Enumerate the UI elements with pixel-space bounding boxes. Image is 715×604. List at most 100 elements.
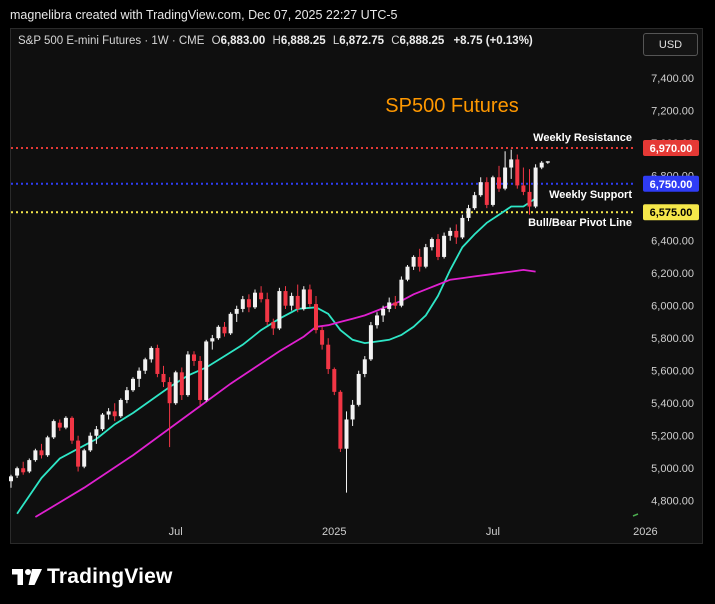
x-tick-label: 2026 [633, 526, 657, 538]
candle-body [368, 325, 373, 360]
candle [289, 292, 294, 311]
candle-body [118, 399, 123, 417]
close-label: C [391, 35, 400, 47]
candle [545, 161, 550, 164]
candle-body [259, 292, 264, 300]
candle [234, 305, 239, 322]
candle [161, 365, 166, 387]
candle [417, 248, 422, 272]
candle-body [478, 182, 483, 196]
candle [149, 346, 154, 363]
candle [106, 408, 111, 420]
candle-body [192, 354, 196, 361]
candle [442, 232, 447, 259]
candle [478, 177, 483, 197]
candle [350, 399, 355, 426]
candle [70, 416, 74, 444]
candle-body [454, 230, 459, 238]
candle [118, 398, 123, 418]
fast-moving-average-line [16, 197, 537, 515]
candle-body [545, 161, 550, 163]
candle-body [9, 476, 13, 482]
candle-body [307, 289, 312, 305]
candle-body [338, 391, 343, 449]
candle-body [228, 313, 233, 334]
candle-body [356, 373, 361, 405]
candle [503, 151, 508, 191]
candle [198, 356, 203, 405]
candle-body [448, 230, 453, 236]
candle [527, 169, 532, 215]
candle-body [21, 468, 26, 473]
candle [356, 370, 361, 407]
candle [533, 164, 538, 209]
candle-body [234, 308, 239, 314]
candle-body [497, 177, 501, 189]
candle-body [33, 450, 38, 461]
candle-body [320, 330, 325, 345]
x-tick-label: 2025 [322, 526, 346, 538]
candle [283, 286, 288, 309]
candle-body [277, 291, 282, 329]
candle [63, 416, 68, 430]
candle [204, 339, 209, 402]
candle [9, 474, 13, 488]
candle [240, 295, 245, 313]
candle [259, 286, 264, 303]
labels-layer: Weekly Resistance Weekly Support Bull/Bear… [385, 95, 632, 229]
candle-body [76, 440, 81, 467]
level-name-2: Bull/Bear Pivot Line [528, 217, 632, 229]
candle [307, 284, 312, 308]
candle [393, 295, 398, 309]
close-value: 6,888.25 [399, 35, 445, 47]
candle [521, 167, 526, 196]
y-tick-label: 7,200.00 [651, 106, 694, 118]
x-axis: Jul 2025 Jul 2026 [169, 513, 658, 538]
candle [472, 191, 477, 210]
candle [277, 287, 282, 331]
candle-body [15, 468, 20, 476]
candle [228, 312, 233, 335]
candle [155, 344, 160, 378]
candle [539, 161, 544, 170]
candle-body [484, 182, 489, 205]
candle [295, 284, 300, 313]
candle [490, 175, 495, 207]
candle-body [466, 208, 471, 218]
candle-body [490, 177, 495, 205]
y-tick-label: 5,000.00 [651, 463, 694, 475]
candle [497, 165, 501, 192]
tradingview-brand[interactable]: TradingView [12, 565, 173, 589]
high-label: H [272, 35, 281, 47]
attribution-line: magnelibra created with TradingView.com,… [10, 8, 398, 22]
change-value: +8.75 (+0.13%) [453, 35, 533, 47]
y-tick-label: 6,400.00 [651, 236, 694, 248]
level-price-label-2: 6,575.00 [650, 207, 693, 219]
chart-title: SP500 Futures [385, 95, 518, 117]
symbol-name: S&P 500 E-mini Futures · 1W · CME [18, 35, 205, 47]
candle [509, 149, 514, 179]
candle [15, 466, 20, 478]
candle-body [405, 266, 410, 280]
candle-body [143, 359, 148, 371]
candle [39, 443, 44, 459]
candle [387, 297, 392, 313]
candle-body [27, 460, 32, 472]
candle [411, 255, 416, 270]
candle [76, 435, 81, 472]
candle-body [295, 295, 300, 309]
y-tick-label: 6,000.00 [651, 301, 694, 313]
candle-body [131, 378, 135, 391]
candle [88, 432, 93, 452]
brand-name: TradingView [47, 565, 173, 588]
candle [137, 367, 142, 387]
candle-body [399, 279, 404, 306]
candle [454, 224, 459, 244]
low-label: L [332, 35, 340, 47]
candle [301, 286, 306, 311]
candle [515, 154, 520, 189]
candle [192, 351, 196, 366]
currency-button[interactable]: USD [643, 33, 698, 56]
candle-body [137, 370, 142, 379]
